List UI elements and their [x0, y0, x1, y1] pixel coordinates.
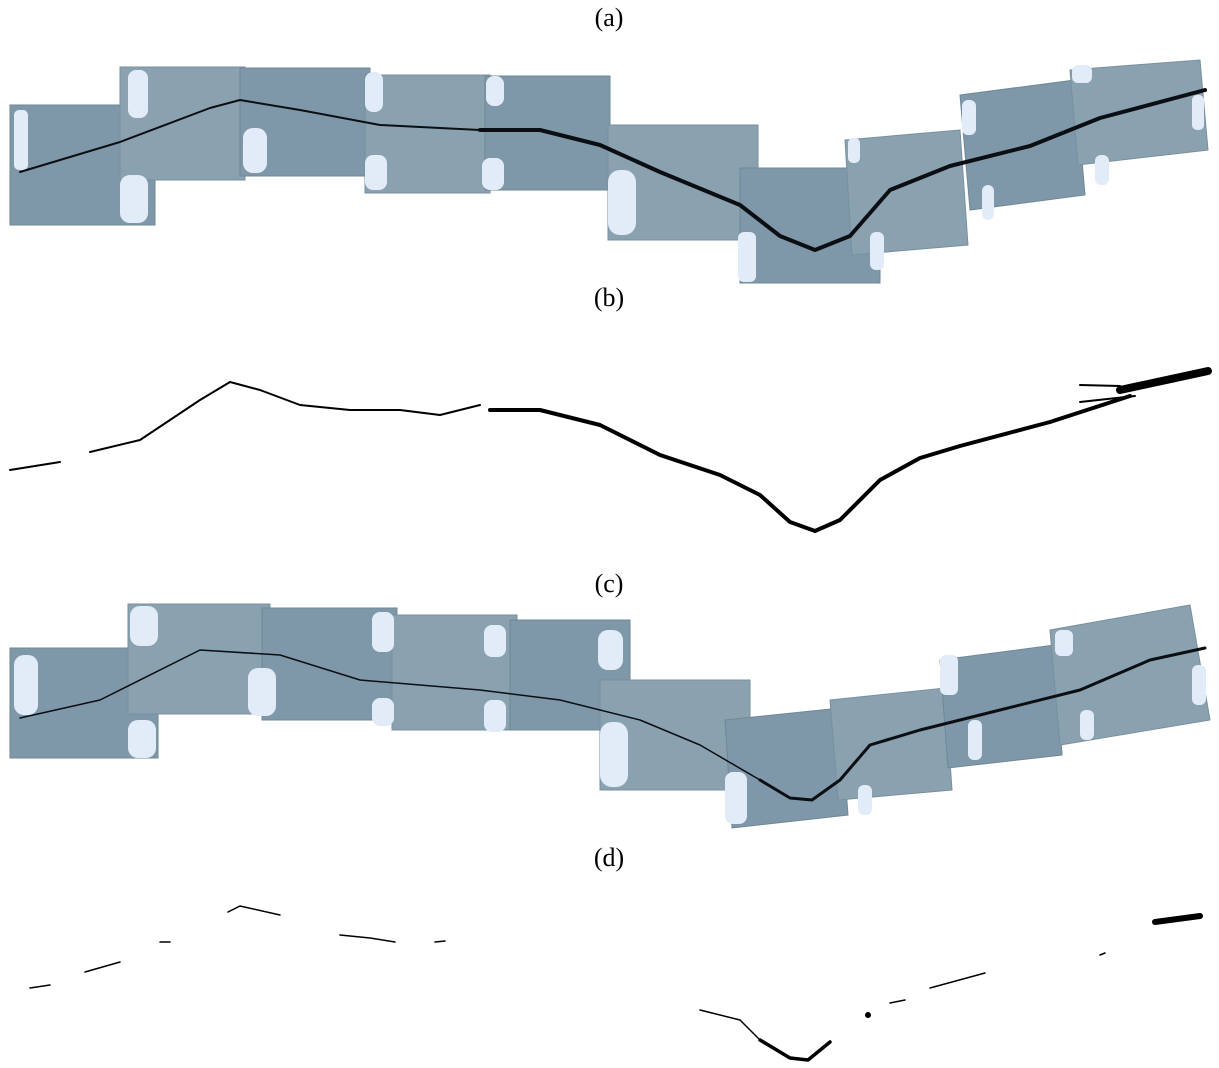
image-tile [830, 688, 952, 800]
panel-label: (d) [594, 843, 624, 872]
binary-fragment [760, 1040, 830, 1060]
image-tile [1050, 605, 1210, 745]
panel-label: (c) [595, 569, 624, 598]
image-tile [845, 130, 968, 255]
panel-label: (a) [595, 3, 624, 32]
panel-c: (c) [10, 569, 1210, 828]
panel-label: (b) [594, 283, 624, 312]
panel-a: (a) [10, 3, 1208, 283]
binary-fragment [865, 1012, 871, 1018]
panel-b: (b) [10, 283, 1208, 531]
image-tile [960, 80, 1085, 210]
binary-crack [10, 382, 480, 470]
panel-d: (d) [30, 843, 1200, 1060]
binary-fragment [700, 1010, 760, 1040]
binary-fragment [30, 906, 1105, 1003]
binary-crack [490, 396, 1130, 531]
image-tile [940, 645, 1062, 768]
binary-crack [1120, 371, 1208, 390]
binary-fragment [1155, 916, 1200, 922]
figure: (a) [0, 0, 1219, 1068]
